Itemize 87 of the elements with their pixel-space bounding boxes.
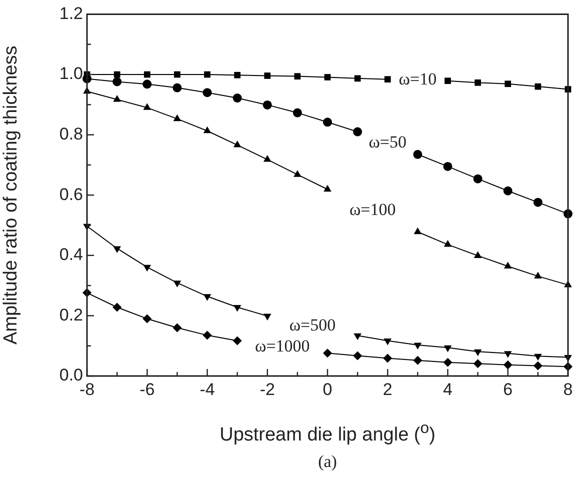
point bbox=[203, 294, 212, 301]
point bbox=[533, 361, 542, 370]
series-label: ω=10 bbox=[398, 70, 437, 89]
point bbox=[324, 74, 331, 80]
point bbox=[234, 72, 240, 78]
point bbox=[113, 95, 121, 102]
point bbox=[232, 336, 242, 346]
point bbox=[413, 356, 422, 365]
point bbox=[474, 349, 482, 356]
point bbox=[353, 127, 362, 136]
x-tick-label: -4 bbox=[200, 380, 215, 399]
x-axis-title: Upstream die lip angle ($^{o}$) bbox=[218, 420, 436, 446]
point bbox=[264, 72, 271, 79]
point bbox=[383, 354, 392, 363]
y-tick-label: 1.2 bbox=[59, 4, 83, 23]
point bbox=[232, 94, 242, 103]
x-tick-label: 8 bbox=[563, 380, 573, 399]
point bbox=[504, 262, 512, 269]
text: (a) bbox=[317, 452, 338, 472]
y-axis-title: Amplitude ratio of coating thickness bbox=[0, 46, 22, 345]
series-label: ω=100 bbox=[349, 200, 396, 220]
point bbox=[173, 114, 182, 122]
point bbox=[443, 358, 452, 367]
x-tick-label: -6 bbox=[140, 380, 155, 399]
point bbox=[144, 71, 150, 78]
point bbox=[262, 100, 272, 110]
point bbox=[202, 88, 212, 98]
point bbox=[414, 227, 422, 234]
point bbox=[414, 342, 422, 350]
point bbox=[172, 83, 182, 92]
point bbox=[202, 330, 212, 340]
point bbox=[294, 73, 301, 80]
point bbox=[473, 359, 482, 368]
point bbox=[204, 71, 210, 78]
point bbox=[294, 170, 302, 177]
point bbox=[473, 174, 482, 184]
point bbox=[534, 354, 542, 361]
y-tick-label: 1.0 bbox=[59, 64, 83, 84]
point bbox=[504, 351, 512, 358]
point bbox=[534, 272, 542, 278]
x-tick-label: 6 bbox=[503, 380, 513, 399]
point bbox=[233, 305, 242, 312]
point bbox=[142, 314, 152, 324]
y-tick-label: 0.4 bbox=[59, 245, 83, 264]
point bbox=[142, 80, 152, 89]
point bbox=[323, 348, 332, 358]
point bbox=[112, 77, 122, 86]
point bbox=[474, 251, 482, 258]
point bbox=[504, 80, 512, 88]
point bbox=[233, 140, 242, 148]
point bbox=[354, 333, 362, 340]
point bbox=[413, 150, 422, 159]
point bbox=[444, 240, 452, 247]
point bbox=[533, 198, 542, 207]
x-tick-label: 4 bbox=[443, 380, 452, 399]
series-label: ω=50 bbox=[368, 132, 407, 152]
point bbox=[324, 184, 332, 192]
point bbox=[173, 280, 182, 288]
point bbox=[353, 351, 362, 360]
point bbox=[292, 108, 302, 118]
point bbox=[172, 323, 182, 332]
point bbox=[323, 118, 332, 127]
y-tick-label: 0.2 bbox=[59, 305, 83, 324]
point bbox=[174, 71, 180, 78]
point bbox=[113, 246, 121, 253]
point bbox=[503, 186, 512, 196]
x-tick-label: -2 bbox=[260, 380, 275, 399]
y-tick-label: 0.8 bbox=[59, 124, 83, 144]
point bbox=[112, 302, 122, 312]
point bbox=[143, 103, 152, 110]
point bbox=[384, 338, 392, 346]
point bbox=[444, 345, 452, 352]
point bbox=[263, 155, 272, 162]
point bbox=[503, 360, 512, 370]
point bbox=[384, 76, 391, 83]
point bbox=[263, 314, 272, 320]
point bbox=[354, 75, 361, 82]
point bbox=[443, 162, 452, 171]
series-label: ω=1000 bbox=[255, 336, 310, 356]
point bbox=[203, 126, 212, 134]
x-tick-label: 2 bbox=[382, 380, 392, 399]
point bbox=[444, 78, 451, 84]
point bbox=[474, 79, 481, 86]
y-tick-label: 0.6 bbox=[59, 184, 83, 204]
point bbox=[143, 264, 152, 272]
series-label: ω=500 bbox=[289, 315, 336, 334]
x-tick-label: 0 bbox=[322, 380, 332, 399]
